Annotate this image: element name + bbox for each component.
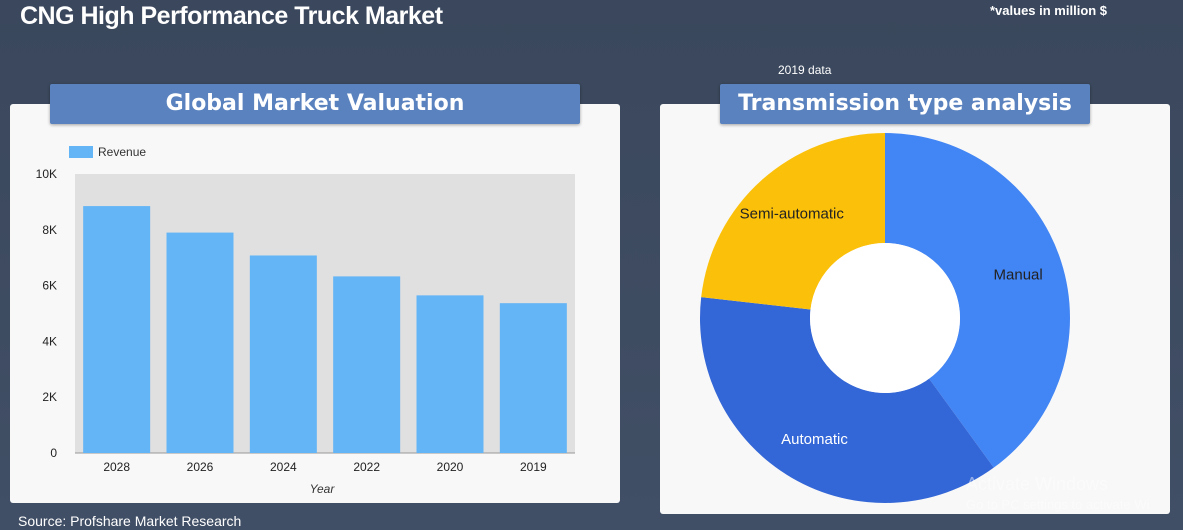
plot-area xyxy=(75,174,575,453)
legend-swatch xyxy=(69,146,93,158)
legend-label: Revenue xyxy=(98,145,146,159)
donut-chart-title: Transmission type analysis xyxy=(720,84,1090,124)
y-tick-label: 2K xyxy=(42,390,57,404)
data-year-label: 2019 data xyxy=(778,63,832,77)
x-tick-label: 2019 xyxy=(520,460,547,474)
market-valuation-card: Revenue 0 2K 4K 6K 8K 10K 2028 2026 2024 2022 2020 2… xyxy=(10,104,620,503)
donut-slice xyxy=(701,133,885,310)
x-tick-label: 2020 xyxy=(437,460,464,474)
bar xyxy=(499,303,567,453)
page-title: CNG High Performance Truck Market xyxy=(20,2,443,30)
bar-chart: Revenue 0 2K 4K 6K 8K 10K 2028 2026 2024 2022 2020 2… xyxy=(36,145,575,496)
donut-chart: Manual Automatic Semi-automatic xyxy=(700,133,1070,504)
watermark-title: Activate Windows xyxy=(966,474,1109,494)
donut-slice xyxy=(885,133,1070,468)
bar xyxy=(333,276,401,453)
bar xyxy=(249,255,317,453)
x-tick-label: 2026 xyxy=(187,460,214,474)
donut-slice xyxy=(700,297,994,504)
watermark-subtitle: Go to PC settings to activate Wi xyxy=(966,497,1150,512)
slice-label: Automatic xyxy=(781,431,848,448)
transmission-card: Manual Automatic Semi-automatic xyxy=(660,104,1170,514)
x-axis-label: Year xyxy=(310,482,336,496)
source-note: Source: Profshare Market Research xyxy=(18,513,242,529)
y-tick-label: 4K xyxy=(42,334,57,348)
units-note: *values in million $ xyxy=(990,3,1108,18)
slice-label: Manual xyxy=(994,267,1043,284)
activation-watermark: Activate Windows Go to PC settings to ac… xyxy=(966,474,1150,512)
bar xyxy=(416,295,484,453)
y-tick-label: 10K xyxy=(36,167,57,181)
x-tick-label: 2022 xyxy=(353,460,380,474)
donut-hole xyxy=(810,243,960,393)
x-tick-label: 2028 xyxy=(103,460,130,474)
y-tick-label: 6K xyxy=(42,279,57,293)
y-tick-label: 8K xyxy=(42,223,57,237)
y-tick-label: 0 xyxy=(50,446,57,460)
bar xyxy=(83,206,151,453)
slice-label: Semi-automatic xyxy=(740,206,845,223)
x-tick-label: 2024 xyxy=(270,460,297,474)
bar xyxy=(166,232,234,453)
bar-chart-title: Global Market Valuation xyxy=(50,84,580,124)
